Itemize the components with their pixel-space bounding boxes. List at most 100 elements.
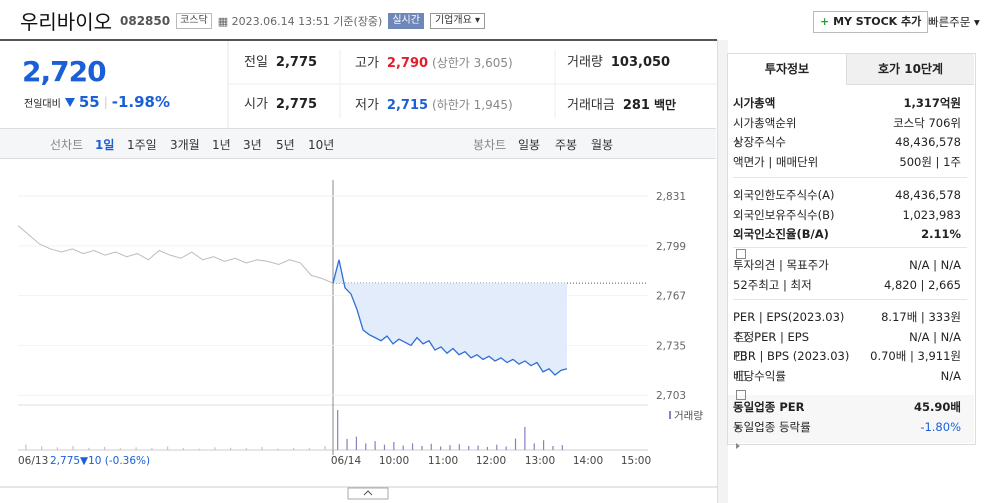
volume-bar bbox=[365, 443, 367, 450]
quote-label: 저가 bbox=[355, 98, 379, 113]
volume-bar bbox=[383, 444, 386, 450]
info-label-wrap: 동일업종 등락률 bbox=[733, 418, 811, 449]
volume-bar bbox=[505, 446, 507, 450]
quote-value: 103,050 bbox=[610, 55, 671, 70]
period-tab[interactable]: 1년 bbox=[212, 138, 231, 152]
quote-cell: 거래대금 281 백만 bbox=[567, 94, 676, 116]
arrow-icon bbox=[736, 139, 740, 145]
info-row: 시가총액 1,317억원 bbox=[733, 94, 961, 113]
info-label-wrap: 외국인소진율(B/A) bbox=[733, 225, 829, 259]
toggle[interactable] bbox=[347, 487, 389, 500]
info-label: PBR | BPS (2023.03) bbox=[733, 349, 850, 363]
info-panel bbox=[727, 53, 976, 445]
mystock-button[interactable]: + MY STOCK 추가 bbox=[813, 11, 929, 33]
volume-bar bbox=[430, 443, 432, 450]
arrow-icon bbox=[736, 443, 740, 449]
realtime[interactable]: 실시간 bbox=[388, 12, 424, 29]
gutter bbox=[717, 40, 728, 503]
volume-bar bbox=[337, 410, 339, 450]
quote-label: 시가 bbox=[244, 97, 268, 112]
info-label: 상장주식수 bbox=[733, 135, 786, 149]
timestamp-text: 2023.06.14 13:51 기준(장중) bbox=[231, 14, 383, 28]
chart-tabs: 선차트 1일 1주일 3개월 1년 3년 5년 10년 봉차트 일봉 주봉 월봉 bbox=[0, 128, 716, 159]
help-icon[interactable] bbox=[736, 370, 746, 381]
x-tick-label: 14:00 bbox=[573, 455, 603, 467]
info-value: 1,023,983 bbox=[902, 207, 961, 222]
help-icon[interactable] bbox=[736, 331, 746, 342]
volume-bar bbox=[277, 448, 279, 450]
info-value: 500원 | 1주 bbox=[899, 154, 961, 169]
help-icon[interactable] bbox=[736, 351, 746, 361]
info-value: 2.11% bbox=[921, 227, 961, 241]
volume-bar bbox=[293, 447, 295, 450]
period-tab[interactable]: 10년 bbox=[308, 138, 335, 152]
help-icon[interactable] bbox=[736, 390, 746, 400]
quote-label: 거래대금 bbox=[567, 98, 615, 113]
volume-bar bbox=[245, 448, 247, 450]
volume-bar bbox=[88, 447, 90, 450]
quote-cell: 시가 2,775 bbox=[244, 94, 317, 116]
info-label-wrap: 동일업종 PER bbox=[733, 398, 804, 430]
quote-cell: 거래량 103,050 bbox=[567, 52, 670, 74]
info-row: 배당수익률 N/A bbox=[733, 367, 961, 400]
quote-label: 거래량 bbox=[567, 55, 603, 70]
quick-order-text: 빠른주문 bbox=[928, 15, 971, 29]
candle-tab[interactable]: 월봉 bbox=[591, 138, 614, 152]
quick-order[interactable]: 빠른주문 ▾ bbox=[928, 15, 980, 29]
volume-bar bbox=[421, 446, 423, 450]
info-row: 추정PER | EPS N/A | N/A bbox=[733, 328, 961, 361]
prev-change: ▼10 (-0.36%) bbox=[80, 455, 150, 467]
candle-tab[interactable]: 일봉 bbox=[518, 138, 541, 152]
stock-code: 082850 bbox=[120, 13, 171, 28]
info-label: 외국인보유주식수(B) bbox=[733, 207, 835, 222]
mystock-text: MY STOCK 추가 bbox=[833, 15, 922, 28]
info-label-wrap: 시가총액 bbox=[733, 94, 775, 113]
help-icon[interactable] bbox=[736, 248, 746, 259]
info-label-wrap: 액면가 | 매매단위 bbox=[733, 153, 818, 172]
candle-tab[interactable]: 주봉 bbox=[555, 138, 578, 152]
header: 우리바이오 082850 코스닥 ▦ 2023.06.14 13:51 기준(장… bbox=[20, 6, 485, 35]
volume-bar bbox=[524, 426, 526, 450]
info-label-wrap: 시가총액순위 bbox=[733, 114, 796, 145]
info-label-wrap: PER | EPS(2023.03) bbox=[733, 308, 844, 342]
info-value: 1,317억원 bbox=[903, 96, 961, 110]
quote-label: 전일 bbox=[244, 55, 268, 70]
quote-value: 2,775 bbox=[275, 97, 318, 112]
info-tab[interactable]: 호가 10단계 bbox=[846, 54, 974, 85]
volume-bar bbox=[458, 444, 460, 450]
info-label: 동일업종 등락률 bbox=[733, 419, 811, 434]
quote-sub: (상한가 3,605) bbox=[432, 56, 513, 70]
volume-bar bbox=[477, 445, 479, 450]
period-tab[interactable]: 3년 bbox=[243, 138, 262, 152]
price-line bbox=[17, 225, 334, 284]
volume-bar bbox=[167, 446, 169, 450]
info-tab[interactable]: 투자정보 bbox=[728, 54, 846, 85]
info-row: 상장주식수 48,436,578 bbox=[733, 133, 961, 152]
info-value: 0.70배 | 3,911원 bbox=[870, 349, 961, 363]
volume-bar bbox=[355, 436, 357, 450]
price: 2,720 bbox=[22, 55, 107, 88]
quote-label: 고가 bbox=[355, 56, 379, 71]
info-value: 48,436,578 bbox=[895, 188, 961, 202]
volume-bar bbox=[198, 448, 200, 450]
toggle-icon bbox=[363, 490, 373, 496]
info-value: 8.17배 | 333원 bbox=[881, 310, 961, 324]
period-tab[interactable]: 1주일 bbox=[127, 138, 157, 152]
arrow-icon bbox=[736, 423, 740, 430]
period-tab[interactable]: 1일 bbox=[95, 138, 115, 152]
period-tab[interactable]: 5년 bbox=[276, 138, 295, 152]
period-tab[interactable]: 3개월 bbox=[170, 138, 200, 152]
volume-bar bbox=[230, 447, 232, 450]
volume-icon bbox=[669, 411, 671, 419]
volume-bar bbox=[393, 442, 395, 450]
area bbox=[333, 259, 567, 375]
overview[interactable]: 기업개요 ▾ bbox=[429, 12, 485, 29]
sep: | bbox=[103, 95, 108, 109]
down-icon bbox=[64, 97, 75, 107]
quote-value: 2,790 bbox=[386, 56, 429, 71]
separator bbox=[733, 177, 967, 178]
tab-label: 선차트 bbox=[50, 138, 84, 152]
info-label-wrap: 추정PER | EPS bbox=[733, 328, 809, 361]
quote-value: 2,775 bbox=[275, 55, 318, 70]
